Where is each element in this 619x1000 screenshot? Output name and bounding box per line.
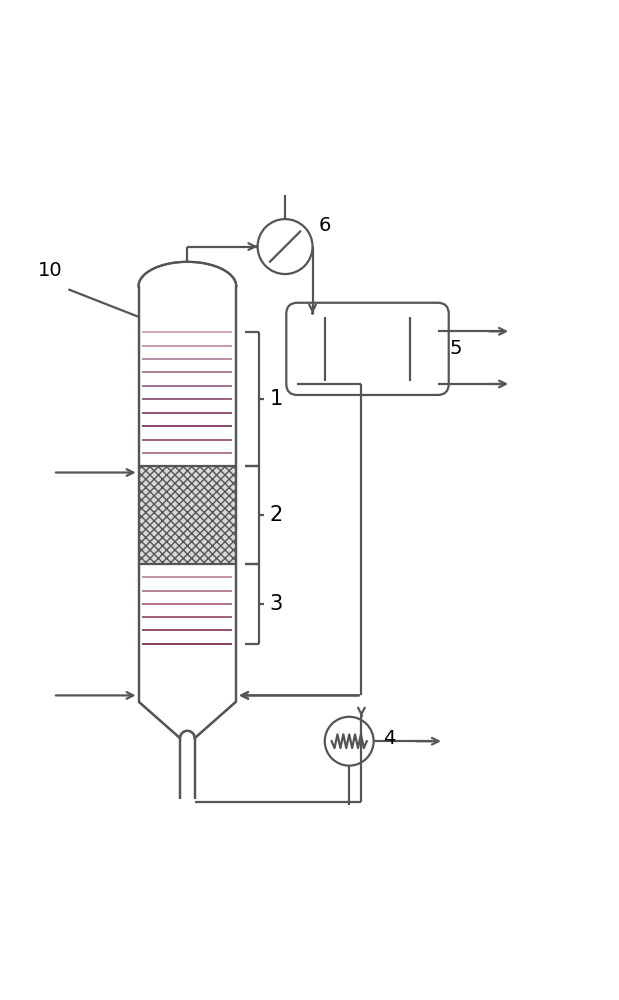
Text: 3: 3 xyxy=(270,594,283,614)
Text: 5: 5 xyxy=(450,339,462,358)
Text: 10: 10 xyxy=(38,261,63,280)
Bar xyxy=(139,466,236,564)
Text: 2: 2 xyxy=(270,505,283,525)
Text: 1: 1 xyxy=(270,389,283,409)
Text: 6: 6 xyxy=(319,216,331,235)
Text: 4: 4 xyxy=(383,729,395,748)
